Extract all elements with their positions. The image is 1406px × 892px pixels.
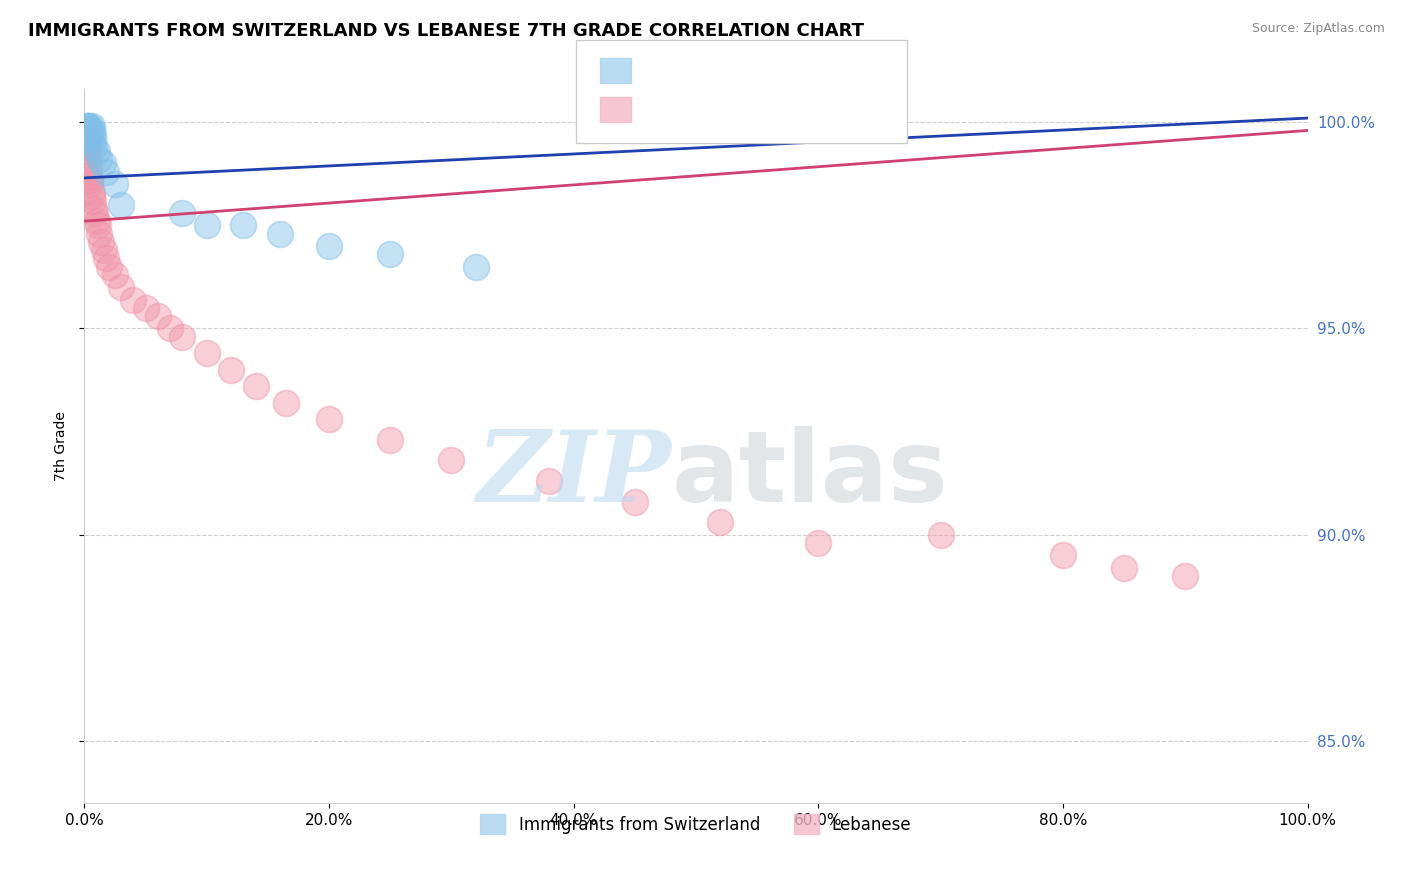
Point: [135, 301, 157, 315]
Point: [80, 189, 103, 203]
Point: [104, 268, 127, 282]
Point: [1114, 560, 1136, 574]
Point: [87, 227, 110, 241]
Point: [80, 186, 103, 200]
Text: Source: ZipAtlas.com: Source: ZipAtlas.com: [1251, 22, 1385, 36]
Point: [380, 433, 402, 447]
Point: [318, 239, 340, 253]
Point: [77, 131, 100, 145]
Point: [77, 120, 100, 134]
Point: [318, 412, 340, 426]
Point: [96, 164, 118, 178]
Point: [87, 219, 110, 233]
Point: [83, 140, 105, 154]
Point: [82, 194, 104, 208]
Point: [110, 280, 132, 294]
Point: [77, 120, 100, 134]
Text: ZIP: ZIP: [477, 426, 672, 523]
Point: [79, 177, 101, 191]
Point: [380, 247, 402, 261]
Point: [709, 516, 731, 530]
Point: [75, 123, 97, 137]
Point: [77, 161, 100, 175]
Point: [83, 202, 105, 216]
Point: [76, 128, 98, 142]
Point: [82, 128, 104, 142]
Point: [97, 260, 120, 274]
Point: [122, 293, 145, 307]
Point: [90, 235, 112, 249]
Point: [79, 128, 101, 142]
Text: IMMIGRANTS FROM SWITZERLAND VS LEBANESE 7TH GRADE CORRELATION CHART: IMMIGRANTS FROM SWITZERLAND VS LEBANESE …: [28, 22, 865, 40]
Point: [219, 362, 242, 376]
Text: R = 0.390    N = 29: R = 0.390 N = 29: [640, 62, 815, 79]
Point: [80, 123, 103, 137]
Point: [77, 169, 100, 183]
Point: [76, 140, 98, 154]
Y-axis label: 7th Grade: 7th Grade: [53, 411, 67, 481]
Point: [245, 379, 267, 393]
Point: [232, 219, 254, 233]
Point: [77, 123, 100, 137]
Point: [538, 474, 561, 488]
Point: [1052, 549, 1074, 563]
Point: [104, 177, 127, 191]
Point: [440, 453, 463, 467]
Point: [172, 206, 194, 220]
Point: [929, 527, 952, 541]
Point: [276, 395, 298, 409]
Point: [77, 123, 100, 137]
Point: [146, 309, 169, 323]
Point: [86, 214, 108, 228]
Point: [77, 128, 100, 142]
Point: [84, 206, 107, 220]
Point: [79, 123, 101, 137]
Point: [75, 131, 97, 145]
Point: [464, 260, 486, 274]
Point: [159, 321, 181, 335]
Point: [86, 144, 108, 158]
Point: [79, 173, 101, 187]
Point: [624, 494, 647, 508]
Text: atlas: atlas: [672, 426, 948, 523]
Point: [91, 156, 114, 170]
Point: [77, 148, 100, 162]
Point: [1174, 569, 1197, 583]
Point: [93, 243, 115, 257]
Point: [110, 197, 132, 211]
Point: [96, 252, 118, 266]
Point: [80, 120, 103, 134]
Point: [195, 219, 218, 233]
Text: R = 0.253   N = 43: R = 0.253 N = 43: [640, 101, 810, 119]
Point: [195, 346, 218, 360]
Point: [76, 120, 98, 134]
Legend: Immigrants from Switzerland, Lebanese: Immigrants from Switzerland, Lebanese: [474, 807, 918, 841]
Point: [807, 536, 830, 550]
Point: [87, 153, 110, 167]
Point: [172, 329, 194, 343]
Point: [82, 131, 104, 145]
Point: [76, 144, 98, 158]
Point: [269, 227, 291, 241]
Point: [77, 156, 100, 170]
